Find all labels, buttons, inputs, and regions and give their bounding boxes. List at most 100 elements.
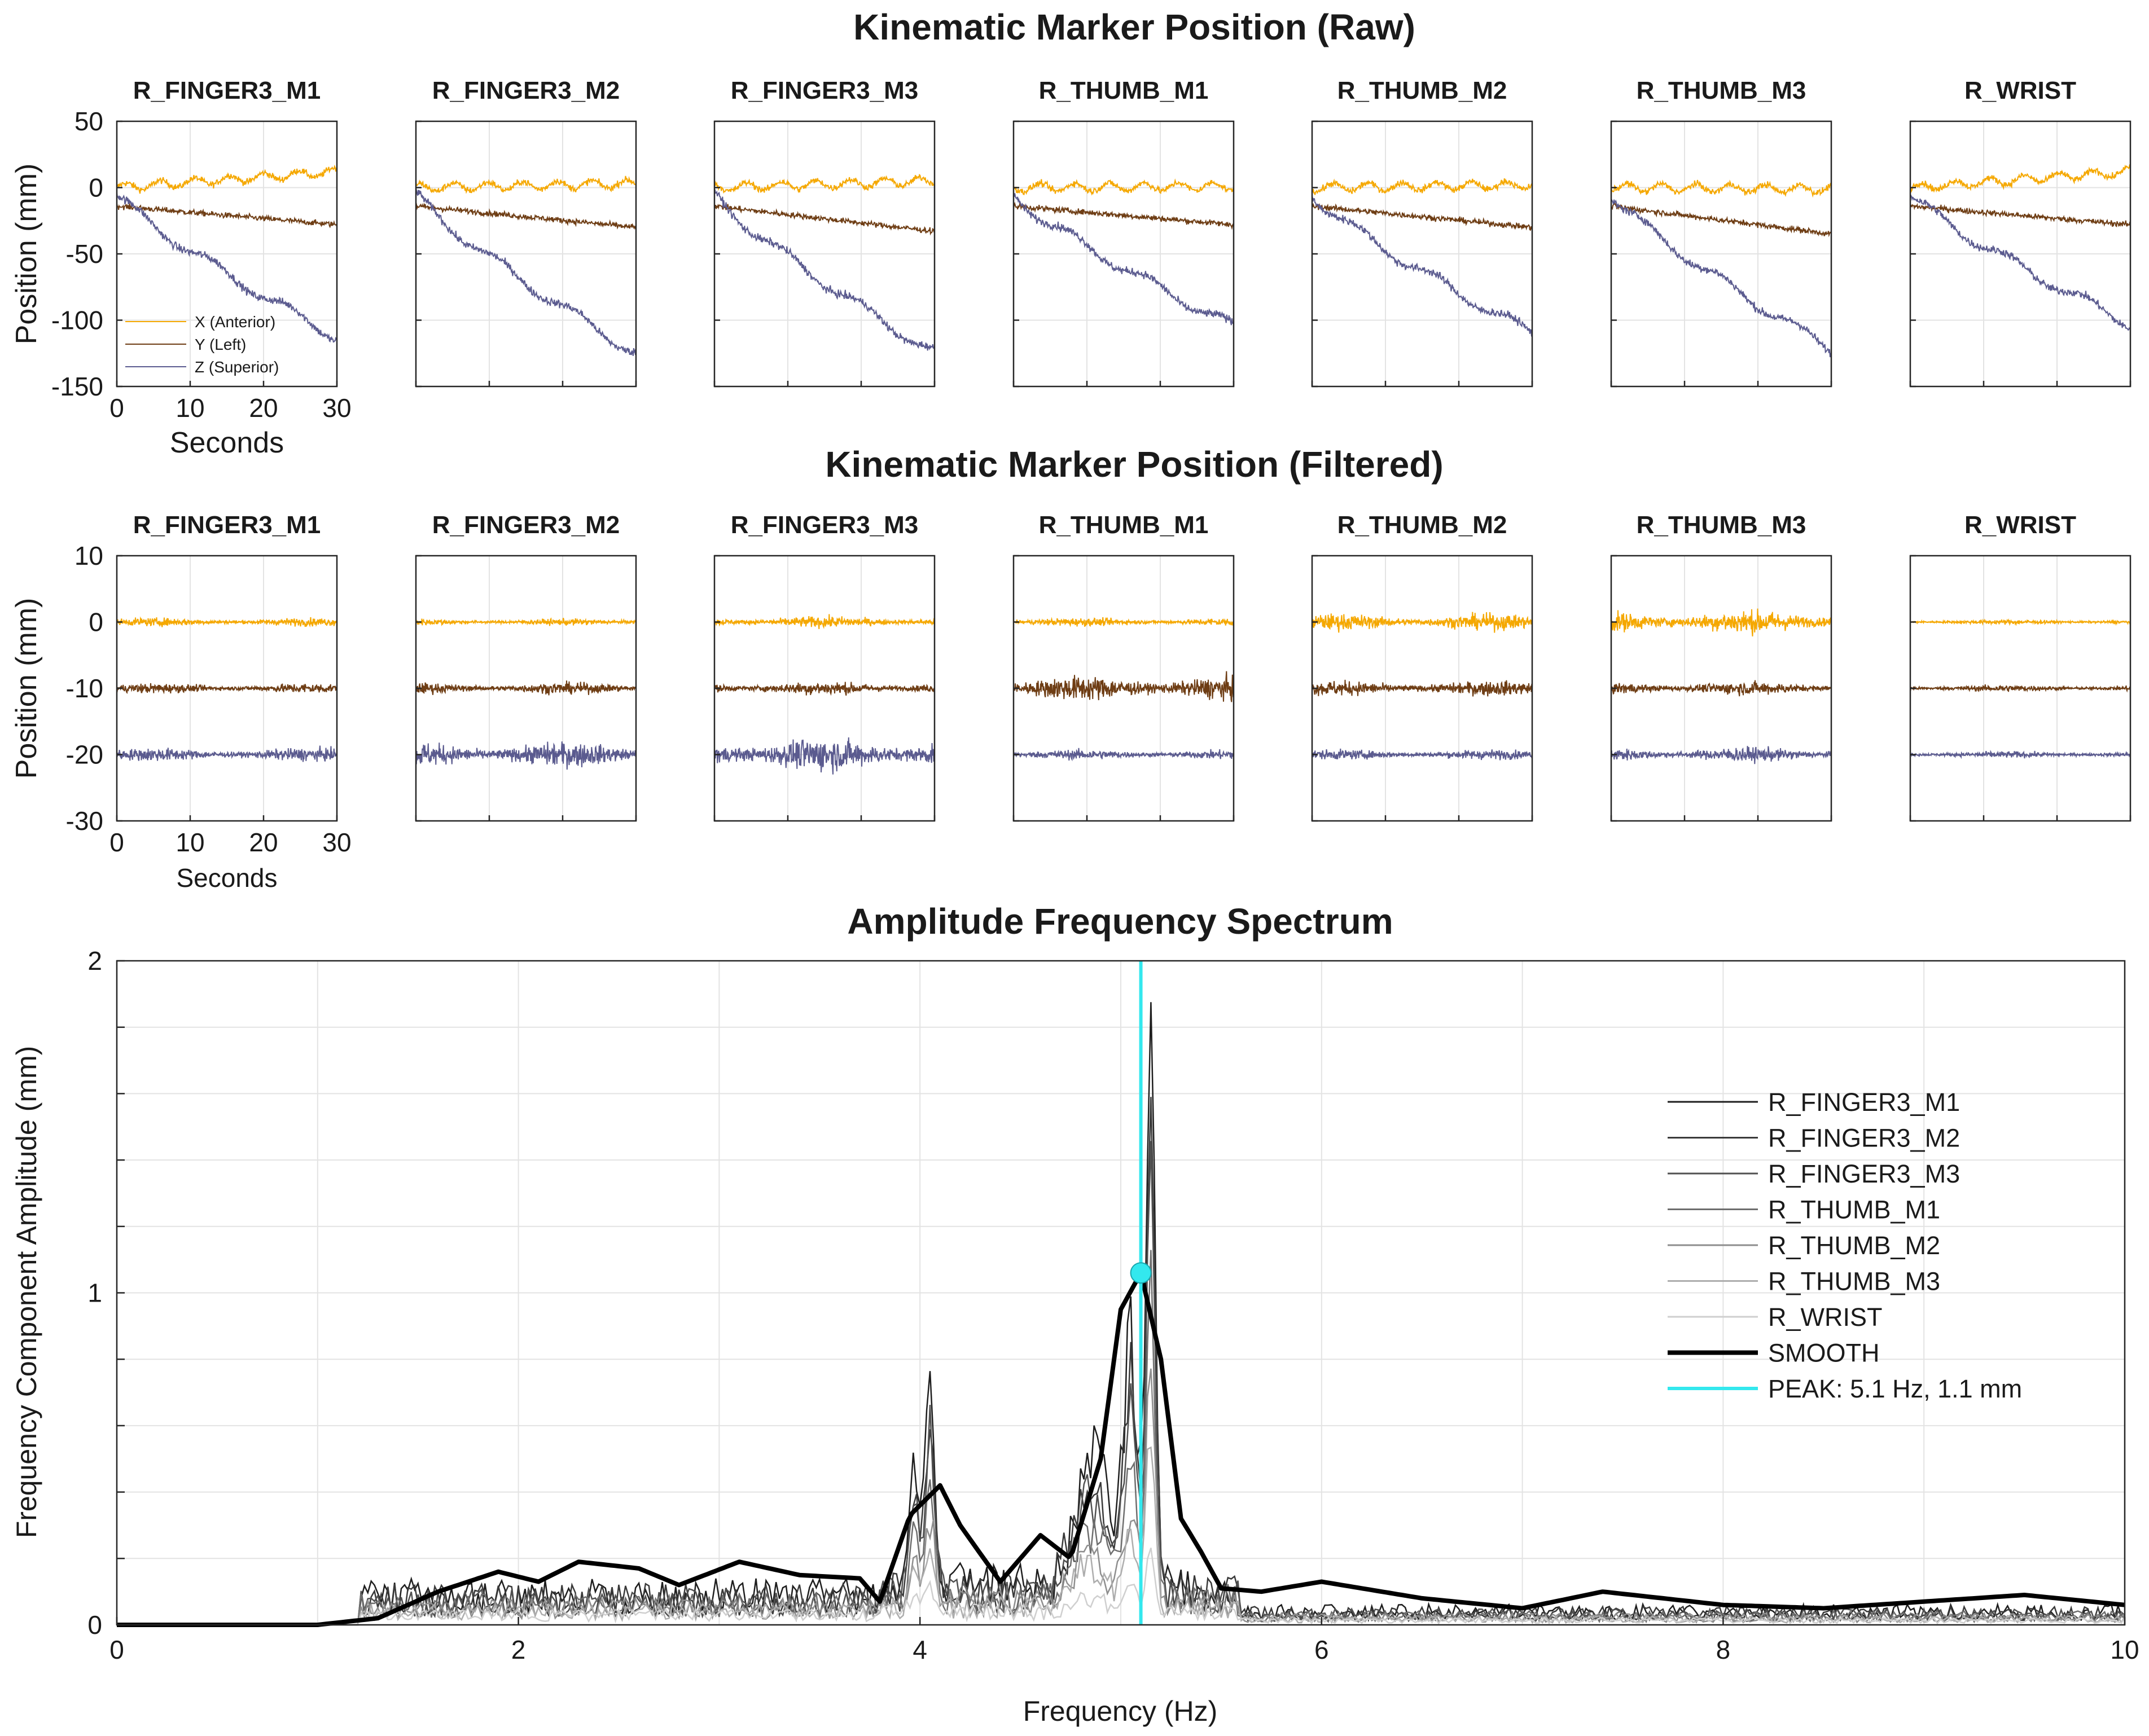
filtered-series-y <box>1312 679 1533 697</box>
filtered-panel-r_wrist: R_WRIST <box>1909 511 2132 822</box>
spectrum-peak-dot <box>1130 1262 1152 1284</box>
filtered-panel-title: R_FINGER3_M2 <box>432 511 620 539</box>
spectrum-series-r_finger3_m3 <box>117 1141 2125 1626</box>
spectrum-xlabel: Frequency (Hz) <box>1023 1695 1218 1727</box>
spectrum-series-r_thumb_m3 <box>117 1446 2126 1626</box>
filtered-series-x <box>1611 608 1832 637</box>
raw-xlabel: Seconds <box>170 427 284 459</box>
raw-series-y <box>1910 203 2131 227</box>
filtered-series-x <box>1910 618 2131 626</box>
filtered-series-z <box>1013 748 1234 762</box>
filtered-series-z <box>1910 750 2131 759</box>
spectrum-title: Amplitude Frequency Spectrum <box>847 901 1393 942</box>
filtered-series-y <box>1910 684 2131 693</box>
raw-series-z <box>1611 199 1832 358</box>
filtered-xtick-label: 20 <box>249 828 278 857</box>
raw-panel-r_wrist: R_WRIST <box>1909 77 2132 388</box>
raw-series-z <box>714 189 935 351</box>
raw-xtick-label: 20 <box>249 393 278 423</box>
spectrum-series-r_thumb_m1 <box>117 1250 2126 1626</box>
spectrum-ytick-label: 1 <box>87 1278 102 1308</box>
spectrum-xtick-label: 8 <box>1716 1635 1731 1664</box>
filtered-panel-r_thumb_m1: R_THUMB_M1 <box>1012 511 1235 822</box>
raw-ytick-label: 0 <box>89 173 103 203</box>
raw-panel-title: R_THUMB_M3 <box>1637 77 1806 104</box>
raw-series-z <box>1013 193 1234 326</box>
spectrum-ytick-label: 2 <box>87 946 102 975</box>
spectrum-series-r_wrist <box>117 1548 2125 1626</box>
raw-panel-r_finger3_m3: R_FINGER3_M3 <box>713 77 936 388</box>
filtered-xtick-label: 0 <box>109 828 124 857</box>
filtered-panel-r_finger3_m2: R_FINGER3_M2 <box>415 511 637 822</box>
spectrum-xtick-label: 4 <box>913 1635 927 1664</box>
spectrum-legend-label: R_FINGER3_M3 <box>1768 1159 1960 1188</box>
filtered-series-z <box>1312 748 1533 761</box>
raw-series-z <box>1910 194 2131 331</box>
raw-xtick-label: 30 <box>322 393 351 423</box>
filtered-panel-title: R_THUMB_M3 <box>1637 511 1806 539</box>
spectrum-ytick-label: 0 <box>87 1610 102 1640</box>
raw-series-x <box>714 173 935 194</box>
raw-series-x <box>415 175 637 194</box>
raw-series-z <box>116 193 337 343</box>
filtered-series-y <box>415 680 637 696</box>
spectrum-legend-label: PEAK: 5.1 Hz, 1.1 mm <box>1768 1374 2022 1403</box>
raw-series-y <box>1611 203 1832 238</box>
spectrum-xtick-label: 0 <box>109 1635 124 1664</box>
filtered-series-y <box>116 683 337 695</box>
filtered-series-z <box>116 745 337 762</box>
filtered-panel-title: R_FINGER3_M1 <box>133 511 321 539</box>
raw-panel-title: R_FINGER3_M3 <box>731 77 919 104</box>
raw-panel-title: R_THUMB_M1 <box>1039 77 1209 104</box>
spectrum-plot: 0 2 4 6 8 10012R_FINGER3_M1R_FINGER3_M2R_FING… <box>87 946 2139 1664</box>
spectrum-xtick-label: 2 <box>511 1635 526 1664</box>
raw-series-y <box>1013 201 1234 230</box>
filtered-ytick-label: 0 <box>89 608 103 637</box>
raw-legend: X (Anterior) Y (Left) Z (Superior) <box>125 313 279 376</box>
filtered-series-z <box>714 737 935 775</box>
spectrum-xtick-label: 6 <box>1314 1635 1329 1664</box>
raw-panel-title: R_WRIST <box>1964 77 2076 104</box>
raw-series-x <box>1312 178 1533 195</box>
filtered-ytick-label: 10 <box>74 541 103 570</box>
spectrum-legend-label: R_FINGER3_M2 <box>1768 1124 1960 1153</box>
raw-panel-r_finger3_m2: R_FINGER3_M2 <box>415 77 637 388</box>
spectrum-ylabel: Frequency Component Amplitude (mm) <box>11 1046 42 1539</box>
filtered-xtick-label: 30 <box>322 828 351 857</box>
filtered-series-x <box>1013 617 1234 627</box>
filtered-ytick-label: -20 <box>66 740 103 770</box>
filtered-ytick-label: -10 <box>66 674 103 703</box>
filtered-ylabel: Position (mm) <box>10 598 43 779</box>
filtered-series-z <box>415 741 637 770</box>
spectrum-legend-label: R_FINGER3_M1 <box>1768 1088 1960 1117</box>
filtered-panel-title: R_THUMB_M1 <box>1039 511 1209 539</box>
spectrum-legend-label: SMOOTH <box>1768 1339 1880 1368</box>
filtered-panel-title: R_FINGER3_M3 <box>731 511 919 539</box>
raw-series-y <box>1312 203 1533 231</box>
filtered-series-y <box>1013 671 1234 702</box>
filtered-series-z <box>1611 746 1832 764</box>
spectrum-legend-label: R_THUMB_M1 <box>1768 1196 1940 1224</box>
raw-series-z <box>1312 196 1533 337</box>
spectrum-legend: R_FINGER3_M1 R_FINGER3_M2 R_FINGER3_M3 R_TH… <box>1668 1088 2022 1403</box>
raw-panel-title: R_FINGER3_M2 <box>432 77 620 104</box>
raw-ytick-label: -150 <box>51 372 103 401</box>
raw-xtick-label: 0 <box>109 393 124 423</box>
raw-legend-label: Y (Left) <box>195 336 246 353</box>
filtered-series-x <box>415 617 637 627</box>
filtered-series-x <box>116 616 337 628</box>
filtered-panel-r_finger3_m3: R_FINGER3_M3 <box>713 511 936 822</box>
raw-series-x <box>1013 178 1234 196</box>
filtered-series-x <box>714 614 935 630</box>
raw-legend-label: Z (Superior) <box>195 358 279 376</box>
raw-series-x <box>116 164 337 194</box>
raw-panel-r_thumb_m2: R_THUMB_M2 <box>1311 77 1533 388</box>
spectrum-legend-label: R_THUMB_M3 <box>1768 1267 1940 1296</box>
filtered-panel-title: R_WRIST <box>1964 511 2076 539</box>
raw-series-x <box>1611 179 1832 198</box>
raw-panel-title: R_THUMB_M2 <box>1337 77 1507 104</box>
filtered-xlabel: Seconds <box>176 863 277 893</box>
